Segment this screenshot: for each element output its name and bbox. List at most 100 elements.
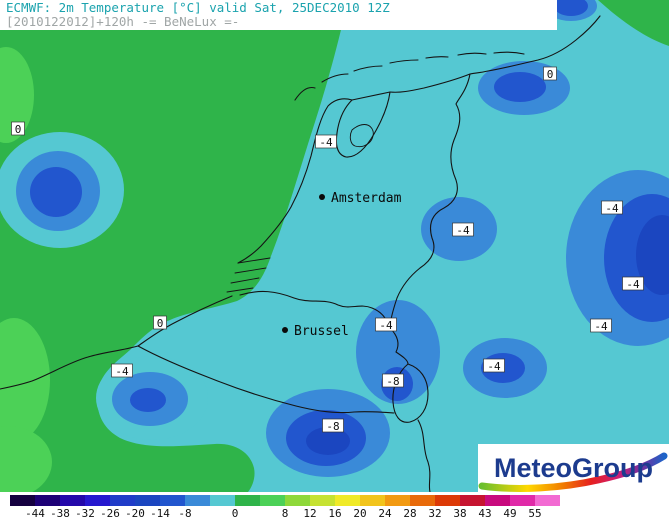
colorbar-segment — [485, 495, 510, 506]
border-luxembourg — [392, 363, 429, 423]
contour-label-box — [111, 363, 133, 378]
colorbar-segment — [60, 495, 85, 506]
colorbar-segment — [85, 495, 110, 506]
cold-pool-core — [30, 167, 82, 217]
map-subtitle: [2010122012]+120h -= BeNeLux =- — [6, 14, 240, 29]
coastline-wadden-islands — [294, 51, 525, 101]
contour-label-box — [543, 66, 557, 81]
contour-label-value: -4 — [115, 365, 129, 378]
colorbar-segment — [285, 495, 310, 506]
cold-pool-southeast — [463, 338, 547, 398]
temp-zone-green-west — [0, 0, 348, 492]
colorbar-segment — [360, 495, 385, 506]
temp-zone-green-warm-accent — [0, 426, 52, 498]
coastline-belgium-france — [0, 295, 233, 390]
coastline-delta-islands — [226, 257, 271, 293]
city-dot — [282, 327, 288, 333]
city-markers: Amsterdam Brussel — [282, 191, 402, 339]
colorbar-tick-label: 43 — [478, 507, 492, 520]
temp-zone-green-warm-accent — [0, 318, 50, 442]
colorbar-tick-label: 0 — [231, 507, 239, 520]
colorbar-segment — [210, 495, 235, 506]
colorbar-tick-label: 20 — [353, 507, 367, 520]
colorbar-segment — [160, 495, 185, 506]
city-label: Brussel — [294, 324, 349, 339]
contour-label-box — [322, 418, 344, 433]
contour-labels: 0 0 -4 -4 -4 -4 0 -4 -4 -4 -8 -4 -8 — [11, 66, 644, 433]
coastline-flevoland — [349, 124, 374, 148]
colorbar-tick-label: 49 — [503, 507, 517, 520]
contour-label: -4 — [601, 200, 623, 215]
colorbar-segment — [435, 495, 460, 506]
coastline-holland — [237, 98, 353, 264]
contour-label-box — [483, 358, 505, 373]
logo-swoosh-icon — [478, 452, 668, 492]
colorbar-tick-label: 32 — [428, 507, 442, 520]
colorbar-segment — [335, 495, 360, 506]
colorbar-tick-label: 55 — [528, 507, 542, 520]
colorbar-tick-label: -38 — [50, 507, 70, 520]
contour-label-value: -4 — [319, 136, 333, 149]
contour-label-box — [590, 318, 612, 333]
contour-label-box — [601, 200, 623, 215]
contour-label-box — [375, 317, 397, 332]
city-dot — [319, 194, 325, 200]
contour-label-value: -4 — [456, 224, 470, 237]
colorbar-area: -44 -38 -32 -26 -20 -14 -8 0 8 12 16 20 24 28 32 38 43 49… — [0, 492, 669, 525]
contour-label: -8 — [322, 418, 344, 433]
colorbar-tick-label: -44 — [25, 507, 45, 520]
cold-pool-center — [636, 215, 669, 295]
contour-label-box — [622, 276, 644, 291]
colorbar-tick-label: 28 — [403, 507, 417, 520]
colorbar-labels: -44 -38 -32 -26 -20 -14 -8 0 8 12 16 20 24 28 32 38 43 49… — [10, 492, 560, 525]
border-netherlands-belgium — [239, 290, 391, 329]
logo-swoosh-path — [478, 452, 668, 492]
contour-label: -4 — [315, 134, 337, 149]
colorbar-tick-label: 38 — [453, 507, 467, 520]
colorbar-segment — [235, 495, 260, 506]
logo-wordmark: MeteoGroup — [494, 453, 653, 483]
coastline-north-sea — [389, 15, 601, 93]
contour-label-value: -4 — [487, 360, 501, 373]
coastline-afsluitdijk — [351, 91, 391, 101]
contour-label-value: 0 — [157, 317, 164, 330]
cold-pool-core — [554, 0, 588, 16]
map-header: ECMWF: 2m Temperature [°C] valid Sat, 25… — [0, 0, 557, 30]
colorbar-segment — [110, 495, 135, 506]
colorbar-segment — [310, 495, 335, 506]
cold-pool-east — [566, 170, 669, 346]
cold-pool-south — [266, 389, 390, 477]
contour-label: -8 — [382, 373, 404, 388]
contour-label: -4 — [375, 317, 397, 332]
city-marker: Amsterdam — [319, 191, 402, 206]
contour-label: -4 — [111, 363, 133, 378]
contour-label-value: 0 — [15, 123, 22, 136]
contour-label: -4 — [622, 276, 644, 291]
colorbar-segment — [460, 495, 485, 506]
contour-label: -4 — [452, 222, 474, 237]
contour-label-box — [315, 134, 337, 149]
border-belgium-france — [137, 345, 395, 414]
colorbar-segment — [10, 495, 35, 506]
colorbar-tick-label: -8 — [178, 507, 192, 520]
colorbar-segment — [510, 495, 535, 506]
colorbar-segment — [535, 495, 560, 506]
cold-pool-northwest — [0, 132, 124, 248]
temperature-colorbar — [10, 495, 560, 506]
contour-label-value: -8 — [386, 375, 399, 388]
colorbar-segment — [385, 495, 410, 506]
contour-label-value: 0 — [547, 68, 554, 81]
colorbar-tick-label: 24 — [378, 507, 392, 520]
meteogroup-logo: MeteoGroup — [478, 444, 669, 492]
border-netherlands-germany — [389, 73, 471, 329]
temp-zone-green-warm-accent — [0, 47, 34, 143]
colorbar-segment — [185, 495, 210, 506]
border-belgium-germany — [389, 327, 409, 365]
contour-label-value: -8 — [326, 420, 339, 433]
colorbar-tick-label: 8 — [281, 507, 289, 520]
contour-label-value: -4 — [626, 278, 640, 291]
contour-label-box — [452, 222, 474, 237]
contour-label: -4 — [483, 358, 505, 373]
colorbar-segment — [410, 495, 435, 506]
